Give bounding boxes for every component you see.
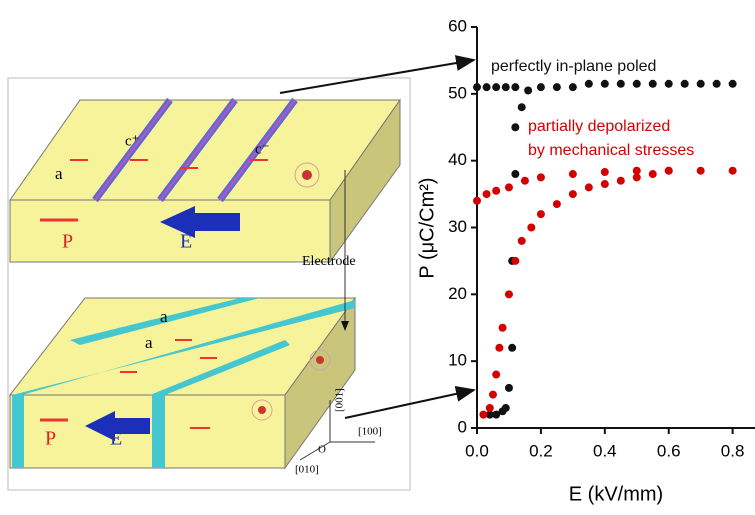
label: a bbox=[55, 164, 63, 183]
y-tick-label: 30 bbox=[448, 217, 467, 236]
y-axis-label: P (μC/Cm²) bbox=[416, 177, 438, 278]
point bbox=[569, 83, 577, 91]
label: Electrode bbox=[302, 254, 356, 269]
point bbox=[502, 83, 510, 91]
point bbox=[489, 391, 497, 399]
point bbox=[601, 168, 609, 176]
point bbox=[508, 344, 516, 352]
point bbox=[511, 170, 519, 178]
label: a bbox=[160, 307, 168, 326]
point bbox=[649, 80, 657, 88]
point bbox=[492, 187, 500, 195]
point bbox=[473, 197, 481, 205]
slab-front bbox=[10, 200, 330, 262]
label: [001] bbox=[334, 388, 346, 412]
point bbox=[713, 80, 721, 88]
x-tick-label: 0.2 bbox=[529, 441, 553, 460]
point bbox=[553, 83, 561, 91]
y-tick-label: 10 bbox=[448, 351, 467, 370]
point bbox=[511, 83, 519, 91]
point bbox=[524, 86, 532, 94]
point bbox=[537, 210, 545, 218]
point bbox=[585, 80, 593, 88]
point bbox=[665, 167, 673, 175]
x-axis-label: E (kV/mm) bbox=[569, 483, 663, 505]
point bbox=[505, 290, 513, 298]
point bbox=[729, 167, 737, 175]
point bbox=[569, 190, 577, 198]
y-tick-label: 0 bbox=[458, 417, 467, 436]
point bbox=[665, 80, 673, 88]
point bbox=[492, 83, 500, 91]
figure: c⁺ c⁻ a P E Electrode a a P E [001] [100… bbox=[0, 0, 755, 510]
point bbox=[697, 80, 705, 88]
label: a bbox=[145, 333, 153, 352]
point bbox=[527, 224, 535, 232]
annotation: perfectly in-plane poled bbox=[491, 58, 656, 75]
label: P bbox=[45, 428, 56, 450]
point bbox=[729, 80, 737, 88]
pointer bbox=[280, 60, 474, 93]
label: [010] bbox=[295, 464, 319, 476]
point bbox=[617, 177, 625, 185]
point bbox=[553, 200, 561, 208]
point bbox=[697, 167, 705, 175]
point bbox=[518, 237, 526, 245]
point bbox=[518, 103, 526, 111]
point bbox=[617, 80, 625, 88]
y-tick-label: 40 bbox=[448, 150, 467, 169]
point bbox=[499, 324, 507, 332]
point bbox=[505, 183, 513, 191]
diagram: c⁺ c⁻ a P E Electrode a a P E [001] [100… bbox=[8, 78, 410, 490]
point bbox=[585, 183, 593, 191]
x-tick-label: 0.8 bbox=[721, 441, 745, 460]
point bbox=[537, 173, 545, 181]
label: P bbox=[62, 231, 73, 253]
point bbox=[537, 83, 545, 91]
label: [100] bbox=[358, 426, 382, 438]
x-tick-label: 0.6 bbox=[657, 441, 681, 460]
point bbox=[483, 190, 491, 198]
point bbox=[505, 384, 513, 392]
point bbox=[601, 80, 609, 88]
label: c⁺ bbox=[125, 133, 140, 149]
y-tick-label: 50 bbox=[448, 83, 467, 102]
label: c⁻ bbox=[255, 141, 270, 157]
point bbox=[479, 411, 487, 419]
point bbox=[633, 173, 641, 181]
point bbox=[492, 371, 500, 379]
point bbox=[601, 180, 609, 188]
point bbox=[473, 83, 481, 91]
point bbox=[511, 257, 519, 265]
symbol bbox=[258, 406, 266, 414]
x-tick-label: 0.4 bbox=[593, 441, 617, 460]
point bbox=[486, 404, 494, 412]
point bbox=[633, 80, 641, 88]
annotation: partially depolarized bbox=[528, 118, 670, 135]
y-tick-label: 60 bbox=[448, 16, 467, 35]
annotation: by mechanical stresses bbox=[528, 142, 694, 159]
point bbox=[521, 177, 529, 185]
point bbox=[649, 170, 657, 178]
point bbox=[511, 123, 519, 131]
y-tick-label: 20 bbox=[448, 284, 467, 303]
label: O bbox=[318, 444, 326, 456]
x-tick-label: 0.0 bbox=[465, 441, 489, 460]
symbol bbox=[302, 170, 312, 180]
point bbox=[495, 344, 503, 352]
label: E bbox=[180, 231, 192, 253]
point bbox=[569, 170, 577, 178]
point bbox=[681, 80, 689, 88]
label: E bbox=[110, 428, 122, 450]
chart: 0 10 20 30 40 50 60 0.0 0.2 0.4 0.6 0.8 E (kV/mm) P (… bbox=[416, 16, 755, 505]
point bbox=[483, 83, 491, 91]
symbol bbox=[316, 356, 324, 364]
